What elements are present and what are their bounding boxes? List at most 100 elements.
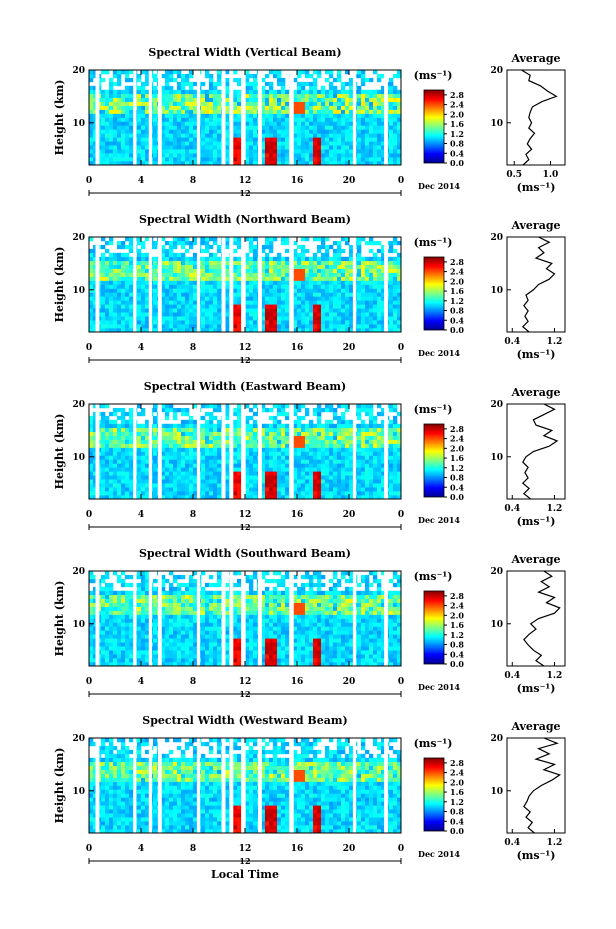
heatmap-cell [205,276,210,281]
heatmap-cell [309,256,314,262]
heatmap-cell [145,133,150,138]
heatmap-cell [237,475,242,480]
heatmap-cell [121,435,126,440]
heatmap-cell [313,495,318,500]
heatmap-cell [113,447,118,452]
heatmap-cell [269,237,274,242]
heatmap-cell [381,129,386,134]
heatmap-cell [225,97,230,102]
heatmap-cell [389,304,394,309]
heatmap-cell [305,264,310,269]
heatmap-cell [277,264,282,269]
heatmap-cell [225,431,230,436]
heatmap-cell [237,328,242,333]
colorbar-tick-label: 2.0 [450,276,464,286]
heatmap-cell [341,447,346,452]
heatmap-cell [317,288,322,293]
heatmap-cell [185,487,190,492]
heatmap-cell [245,149,250,154]
heatmap-cell [209,264,214,269]
heatmap-cell [217,443,222,448]
heatmap-cell [245,451,250,456]
heatmap-cell [297,312,302,317]
heatmap-cell [265,272,270,277]
heatmap-cell [169,483,174,488]
heatmap-cell [285,141,290,146]
heatmap-cell [253,300,258,305]
heatmap-cell [377,272,382,277]
heatmap-cell [169,93,174,99]
heatmap-cell [101,479,106,484]
heatmap-cell [317,435,322,440]
heatmap-cell [177,463,182,468]
heatmap-cell [317,320,322,325]
heatmap-cell [109,97,114,102]
heatmap-cell [377,256,382,262]
heatmap-cell [193,439,198,444]
heatmap-cell [205,153,210,158]
heatmap-cell [297,431,302,436]
heatmap-cell [217,324,222,329]
heatmap-cell [301,284,306,289]
heatmap-cell [161,435,166,440]
heatmap-cell [193,157,198,162]
heatmap-cell [341,312,346,317]
heatmap-cell [189,256,194,262]
heatmap-cell [121,252,126,258]
heatmap-cell [145,495,150,500]
heatmap-cell [321,276,326,281]
heatmap-cell [305,324,310,329]
heatmap-cell [281,304,286,309]
heatmap-cell [301,89,306,95]
heatmap-cell [205,260,210,266]
heatmap-cell [369,300,374,305]
heatmap-cell [301,157,306,162]
heatmap-cell [369,292,374,297]
heatmap-cell [193,459,198,464]
heatmap-cell [373,117,378,122]
heatmap-cell [217,328,222,333]
heatmap-cell [389,149,394,154]
heatmap-cell [201,479,206,484]
heatmap-cell [153,404,158,409]
heatmap-cell [145,459,150,464]
heatmap-cell [121,70,126,75]
heatmap-cell [349,153,354,158]
heatmap-cell [285,97,290,102]
heatmap-cell [345,447,350,452]
heatmap-cell [265,427,270,433]
heatmap-cell [349,459,354,464]
heatmap-cell [177,495,182,500]
heatmap-cell [125,97,130,102]
heatmap-cell [117,459,122,464]
heatmap-cell [213,491,218,496]
heatmap-cell [329,121,334,126]
heatmap-cell [217,455,222,460]
heatmap-cell [181,117,186,122]
heatmap-cell [177,459,182,464]
heatmap-cell [285,423,290,429]
heatmap-cell [253,487,258,492]
heatmap-cell [397,308,402,313]
heatmap-cell [333,296,338,301]
heatmap-cell [261,296,266,301]
heatmap-cell [145,439,150,444]
heatmap-cell [309,467,314,472]
heatmap-cell [325,141,330,146]
heatmap-cell [169,431,174,436]
heatmap-cell [337,161,342,166]
heatmap-cell [213,256,218,262]
heatmap-cell [181,252,186,258]
heatmap-cell [297,451,302,456]
heatmap-cell [129,125,134,130]
heatmap-cell [201,149,206,154]
heatmap-cell [329,419,334,425]
heatmap-cell [369,109,374,114]
heatmap-cell [217,153,222,158]
heatmap-cell [93,149,98,154]
heatmap-cell [321,479,326,484]
heatmap-cell [177,153,182,158]
heatmap-cell [89,316,94,321]
heatmap-cell [249,81,254,87]
heatmap-cell [265,443,270,448]
